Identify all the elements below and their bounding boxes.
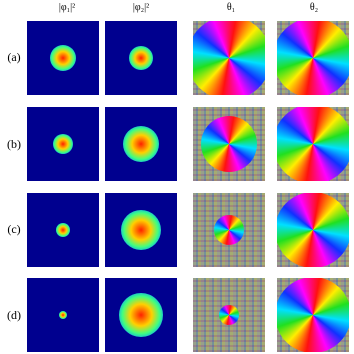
density-blob [59,311,67,319]
row-label: (a) [7,50,21,64]
density-blob [123,126,159,162]
density-blob [50,45,76,71]
column-header: |φ₁|² [58,2,76,13]
column-header: θ₁ [226,2,236,13]
phase-panel [277,278,349,352]
column-header: θ₂ [309,2,319,13]
density-panel [27,193,99,267]
phase-panel [193,278,265,352]
density-blob [129,46,153,70]
density-panel [27,278,99,352]
phase-disk [219,305,239,325]
phase-panel [277,107,349,181]
phase-panel [277,21,349,95]
phase-panel [193,107,265,181]
density-panel [105,107,177,181]
row-label: (b) [7,137,21,151]
row-label: (d) [7,308,21,322]
phase-panel [193,21,265,95]
row-label: (c) [7,222,21,236]
density-panel [105,21,177,95]
density-blob [56,223,70,237]
density-panel [105,193,177,267]
phase-panel [193,193,265,267]
density-panel [105,278,177,352]
phase-disk [201,116,257,172]
density-panel [27,21,99,95]
density-blob [121,210,161,250]
density-blob [119,293,163,337]
phase-disk [277,21,349,95]
phase-disk [277,107,349,181]
phase-disk [193,21,265,95]
phase-disk [277,278,349,352]
phase-panel [277,193,349,267]
density-panel [27,107,99,181]
column-header: |φ₂|² [132,2,150,13]
phase-disk [214,215,244,245]
density-blob [53,134,73,154]
phase-disk [277,193,349,267]
